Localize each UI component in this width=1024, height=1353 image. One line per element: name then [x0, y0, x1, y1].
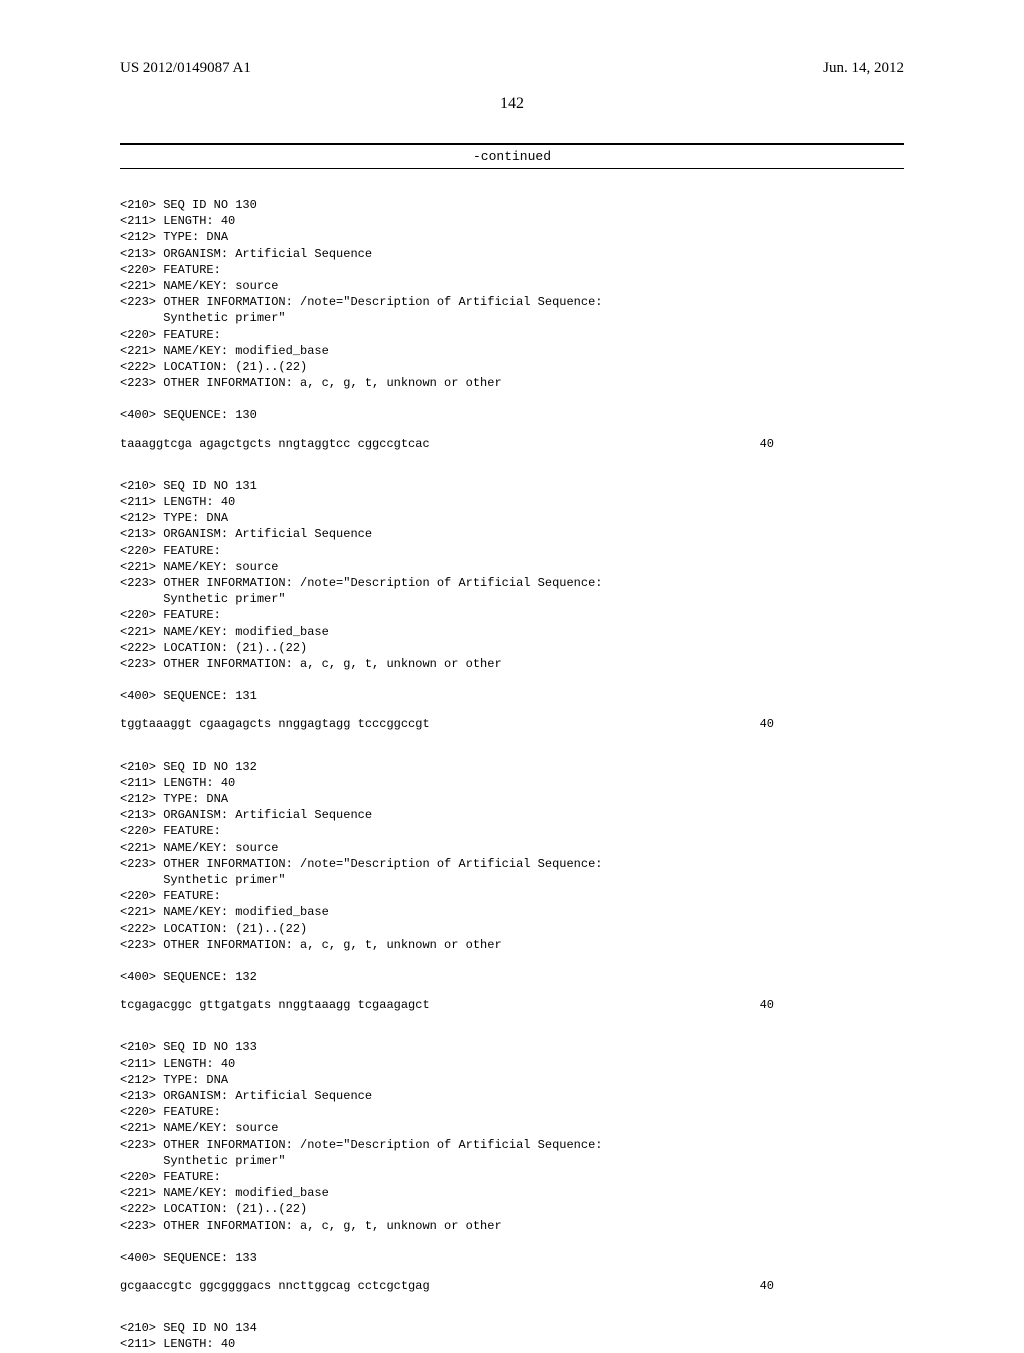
- sequence-block: <210> SEQ ID NO 132 <211> LENGTH: 40 <21…: [120, 759, 904, 1014]
- page: US 2012/0149087 A1 Jun. 14, 2012 142 -co…: [0, 0, 1024, 1320]
- sequence-block: <210> SEQ ID NO 133 <211> LENGTH: 40 <21…: [120, 1039, 904, 1294]
- sequence-line: gcgaaccgtc ggcggggacs nncttggcag cctcgct…: [120, 1278, 904, 1294]
- patent-id: US 2012/0149087 A1: [120, 60, 251, 77]
- sequence-line: tggtaaaggt cgaagagcts nnggagtagg tcccggc…: [120, 716, 904, 732]
- sequence-text: taaaggtcga agagctgcts nngtaggtcc cggccgt…: [120, 436, 430, 452]
- sequence-text: gcgaaccgtc ggcggggacs nncttggcag cctcgct…: [120, 1278, 430, 1294]
- sequence-text: tggtaaaggt cgaagagcts nnggagtagg tcccggc…: [120, 716, 430, 732]
- sequence-length-value: 40: [760, 716, 904, 732]
- page-number: 142: [120, 95, 904, 113]
- sequence-listing: <210> SEQ ID NO 130 <211> LENGTH: 40 <21…: [120, 197, 904, 1353]
- sequence-block: <210> SEQ ID NO 134 <211> LENGTH: 40: [120, 1320, 904, 1352]
- sequence-length-value: 40: [760, 997, 904, 1013]
- sequence-text: tcgagacggc gttgatgats nnggtaaagg tcgaaga…: [120, 997, 430, 1013]
- sequence-line: taaaggtcga agagctgcts nngtaggtcc cggccgt…: [120, 436, 904, 452]
- header-row: US 2012/0149087 A1 Jun. 14, 2012: [120, 60, 904, 77]
- sequence-line: tcgagacggc gttgatgats nnggtaaagg tcgaaga…: [120, 997, 904, 1013]
- sequence-block: <210> SEQ ID NO 130 <211> LENGTH: 40 <21…: [120, 197, 904, 452]
- sequence-block: <210> SEQ ID NO 131 <211> LENGTH: 40 <21…: [120, 478, 904, 733]
- sequence-length-value: 40: [760, 436, 904, 452]
- continued-bar: -continued: [120, 143, 904, 169]
- sequence-length-value: 40: [760, 1278, 904, 1294]
- publication-date: Jun. 14, 2012: [823, 60, 904, 77]
